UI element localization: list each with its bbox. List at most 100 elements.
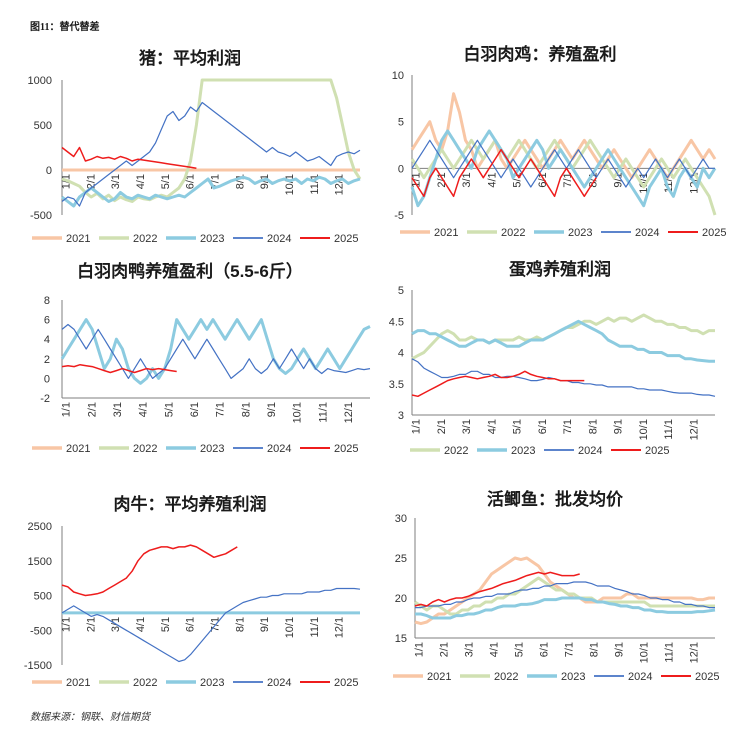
x-tick-label: 11/1	[664, 642, 676, 663]
x-tick-label: 8/1	[589, 642, 601, 657]
legend-label: 2021	[66, 677, 90, 689]
x-tick-label: 3/1	[461, 419, 473, 434]
legend-label: 2025	[334, 677, 358, 689]
y-tick-label: 2500	[28, 521, 52, 533]
legend-label: 2025	[702, 227, 726, 239]
series-line-2024	[411, 139, 715, 188]
y-tick-label: 4.5	[389, 316, 404, 328]
series-line-2024	[61, 587, 361, 663]
x-tick-label: 9/1	[266, 402, 278, 417]
x-tick-label: 1/1	[61, 402, 73, 417]
x-tick-label: 9/1	[259, 617, 271, 632]
x-tick-label: 3/1	[461, 172, 473, 187]
x-tick-label: 6/1	[185, 174, 197, 189]
x-tick-label: 2/1	[85, 617, 97, 632]
x-tick-label: 4/1	[489, 642, 501, 657]
legend-label: 2023	[200, 677, 224, 689]
x-tick-label: 2/1	[436, 419, 448, 434]
x-tick-label: 10/1	[284, 174, 296, 195]
legend-label: 2021	[66, 233, 90, 245]
legend-label: 2024	[578, 445, 602, 457]
x-tick-label: 3/1	[110, 174, 122, 189]
figure-title: 图11：替代替差	[30, 22, 100, 33]
x-tick-label: 5/1	[160, 617, 172, 632]
y-tick-label: 500	[34, 120, 52, 132]
x-tick-label: 1/1	[411, 419, 423, 434]
x-tick-label: 1/1	[414, 642, 426, 657]
x-tick-label: 5/1	[163, 402, 175, 417]
x-tick-label: 10/1	[284, 617, 296, 638]
source-note: 数据来源：钢联、财信期货	[30, 712, 150, 723]
chart-title: 白羽肉鸭养殖盈利（5.5-6斤）	[77, 261, 303, 281]
y-tick-label: 0	[46, 165, 52, 177]
legend-label: 2021	[66, 443, 90, 455]
x-tick-label: 12/1	[343, 402, 355, 423]
chart-title: 猪：平均利润	[139, 48, 241, 68]
x-tick-label: 6/1	[537, 419, 549, 434]
x-tick-label: 12/1	[688, 419, 700, 440]
chart-carp: 活鲫鱼：批发均价 30 25 20 15 1/1 2/1 3/1 4/1 5/1 6/1 7/1 8/1…	[393, 489, 719, 683]
y-tick-label: 3.5	[389, 379, 404, 391]
x-tick-label: 7/1	[215, 402, 227, 417]
x-tick-label: 9/1	[259, 174, 271, 189]
series-line-2023	[60, 318, 371, 385]
legend-label: 2022	[133, 677, 157, 689]
series-line-2022	[414, 576, 715, 616]
series-line-2025	[411, 148, 597, 198]
y-tick-label: 10	[392, 70, 404, 82]
legend-label: 2023	[200, 233, 224, 245]
legend-label: 2022	[501, 227, 525, 239]
y-tick-label: 5	[398, 285, 404, 297]
x-tick-label: 12/1	[689, 642, 701, 663]
legend-label: 2022	[444, 445, 468, 457]
legend-label: 2023	[568, 227, 592, 239]
x-tick-label: 6/1	[185, 617, 197, 632]
y-tick-label: -5	[394, 210, 404, 222]
x-tick-label: 2/1	[439, 642, 451, 657]
x-tick-label: 10/1	[638, 419, 650, 440]
series-line-2023	[61, 175, 361, 208]
y-tick-label: 15	[395, 633, 407, 645]
chart-title: 肉牛：平均养殖利润	[114, 494, 267, 514]
legend-label: 2024	[635, 227, 659, 239]
y-tick-label: -500	[30, 625, 52, 637]
x-tick-label: 4/1	[135, 174, 147, 189]
y-tick-label: 500	[34, 591, 52, 603]
x-tick-label: 2/1	[86, 402, 98, 417]
x-tick-label: 11/1	[309, 617, 321, 638]
series-line-2023	[410, 129, 717, 208]
x-tick-label: 8/1	[234, 617, 246, 632]
y-tick-label: -2	[40, 393, 50, 405]
chart-title: 蛋鸡养殖利润	[509, 259, 611, 279]
y-tick-label: 6	[44, 315, 50, 327]
y-tick-label: -500	[30, 210, 52, 222]
legend-label: 2023	[511, 445, 535, 457]
legend-label: 2021	[434, 227, 458, 239]
legend-label: 2023	[561, 671, 585, 683]
x-tick-label: 12/1	[334, 617, 346, 638]
x-tick-label: 12/1	[334, 174, 346, 195]
x-tick-label: 3/1	[464, 642, 476, 657]
y-tick-label: 4	[44, 334, 50, 346]
series-line-2025	[411, 370, 585, 398]
legend-label: 2022	[133, 233, 157, 245]
y-tick-label: 3	[398, 410, 404, 422]
legend-label: 2024	[267, 677, 291, 689]
x-tick-label: 11/1	[663, 419, 675, 440]
series-line-2022	[411, 313, 715, 361]
x-tick-label: 7/1	[562, 172, 574, 187]
x-tick-label: 9/1	[613, 419, 625, 434]
series-line-2025	[414, 571, 580, 607]
x-tick-label: 4/1	[135, 617, 147, 632]
x-tick-label: 1/1	[411, 172, 423, 187]
x-tick-label: 8/1	[587, 419, 599, 434]
y-tick-label: 25	[395, 553, 407, 565]
x-tick-label: 3/1	[112, 402, 124, 417]
x-tick-label: 5/1	[514, 642, 526, 657]
y-tick-label: 4	[398, 348, 404, 360]
y-tick-label: 0	[398, 163, 404, 175]
chart-title: 白羽肉鸡：养殖盈利	[464, 44, 617, 64]
